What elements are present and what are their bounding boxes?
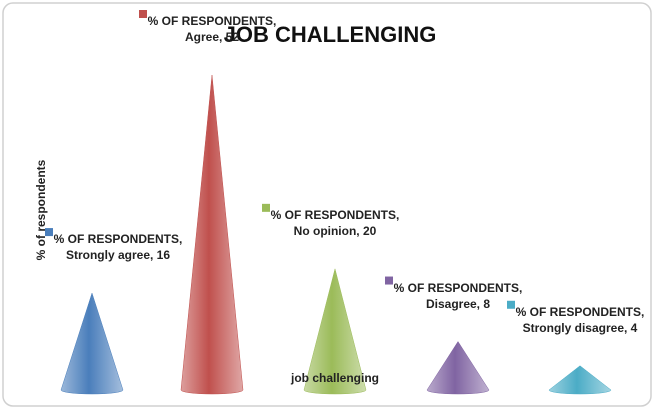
cone (180, 74, 244, 395)
data-label: % OF RESPONDENTS, Strongly agree, 16 (53, 232, 183, 263)
legend-key (262, 203, 270, 212)
legend-key (385, 276, 393, 285)
data-label: % OF RESPONDENTS, Strongly disagree, 4 (515, 304, 645, 335)
legend-key (45, 228, 53, 237)
cone (548, 365, 612, 395)
data-label: % OF RESPONDENTS, No opinion, 20 (270, 207, 400, 238)
x-axis-label: job challenging (290, 371, 379, 385)
data-label: % OF RESPONDENTS, Agree, 52 (147, 14, 277, 44)
legend-key (507, 300, 515, 309)
y-axis-label: % of respondents (34, 159, 48, 260)
data-label-box: % OF RESPONDENTS, Strongly agree, 16 (53, 232, 183, 263)
legend-key (139, 10, 147, 18)
data-label-box: % OF RESPONDENTS, Strongly disagree, 4 (515, 304, 645, 335)
data-label-box: % OF RESPONDENTS, Agree, 52 (147, 14, 277, 44)
cone (303, 268, 367, 395)
cone (60, 292, 124, 395)
cone (426, 341, 490, 395)
data-label-box: % OF RESPONDENTS, No opinion, 20 (270, 207, 400, 238)
data-label: % OF RESPONDENTS, Disagree, 8 (393, 280, 523, 311)
chart-title: JOB CHALLENGING (224, 22, 437, 47)
data-label-box: % OF RESPONDENTS, Disagree, 8 (393, 280, 523, 311)
